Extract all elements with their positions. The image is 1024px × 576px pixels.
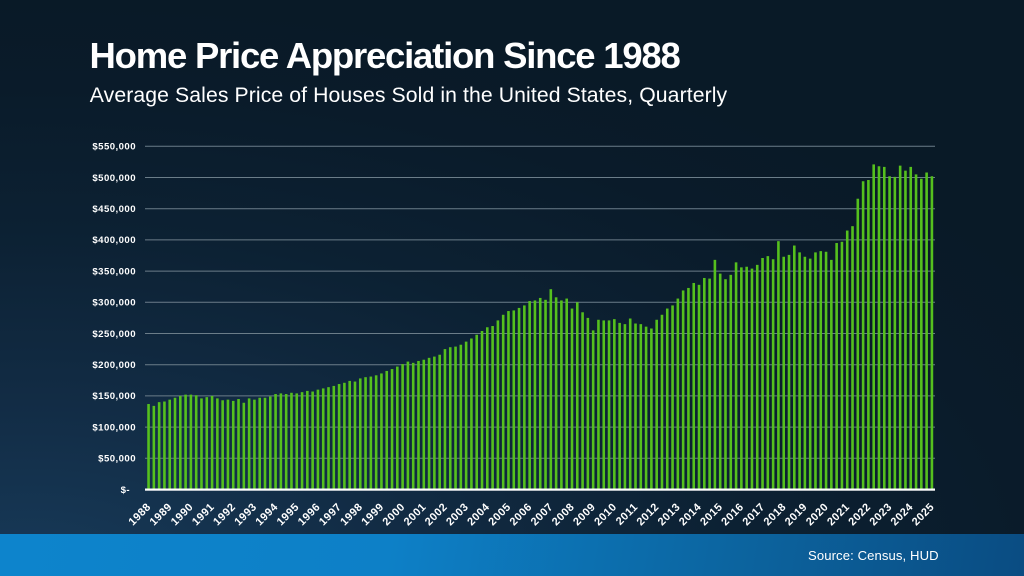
svg-text:$250,000: $250,000 (92, 329, 136, 340)
svg-text:2021: 2021 (825, 501, 852, 528)
svg-text:2004: 2004 (465, 501, 492, 528)
svg-text:2000: 2000 (381, 501, 408, 528)
svg-text:2025: 2025 (910, 501, 937, 528)
svg-text:2007: 2007 (529, 501, 556, 528)
svg-text:2003: 2003 (444, 501, 471, 528)
svg-text:1997: 1997 (317, 501, 344, 528)
svg-text:1998: 1998 (338, 501, 365, 528)
svg-text:1995: 1995 (275, 501, 302, 528)
svg-text:2010: 2010 (592, 501, 619, 528)
svg-text:$50,000: $50,000 (98, 454, 136, 465)
svg-text:1988: 1988 (127, 501, 154, 528)
svg-text:1999: 1999 (359, 501, 386, 528)
svg-text:2008: 2008 (550, 501, 577, 528)
svg-text:$300,000: $300,000 (92, 298, 136, 309)
svg-text:1996: 1996 (296, 501, 323, 528)
svg-text:$500,000: $500,000 (92, 173, 136, 184)
svg-text:2022: 2022 (846, 501, 873, 528)
svg-text:2014: 2014 (677, 501, 704, 528)
svg-text:2002: 2002 (423, 501, 450, 528)
svg-text:$200,000: $200,000 (92, 360, 136, 371)
svg-text:2012: 2012 (635, 501, 662, 528)
svg-text:$550,000: $550,000 (92, 142, 136, 153)
svg-text:2015: 2015 (698, 501, 725, 528)
svg-text:2020: 2020 (804, 501, 831, 528)
svg-text:2024: 2024 (889, 501, 916, 528)
svg-text:2018: 2018 (762, 501, 789, 528)
svg-text:$150,000: $150,000 (92, 391, 136, 402)
svg-text:2016: 2016 (719, 501, 746, 528)
svg-text:2019: 2019 (783, 501, 810, 528)
svg-text:1990: 1990 (169, 501, 196, 528)
svg-text:2006: 2006 (508, 501, 535, 528)
svg-text:$100,000: $100,000 (92, 422, 136, 433)
svg-text:2023: 2023 (868, 501, 895, 528)
svg-text:2009: 2009 (571, 501, 598, 528)
svg-text:$400,000: $400,000 (92, 235, 136, 246)
svg-text:2013: 2013 (656, 501, 683, 528)
svg-text:2001: 2001 (402, 501, 429, 528)
svg-text:1989: 1989 (148, 501, 175, 528)
svg-text:1994: 1994 (254, 501, 281, 528)
svg-text:2005: 2005 (486, 501, 513, 528)
svg-text:1993: 1993 (232, 501, 259, 528)
svg-text:$-: $- (121, 485, 130, 496)
svg-text:1992: 1992 (211, 501, 238, 528)
svg-text:2017: 2017 (740, 501, 767, 528)
svg-text:1991: 1991 (190, 501, 217, 528)
svg-text:2011: 2011 (614, 501, 641, 528)
svg-text:$350,000: $350,000 (92, 266, 136, 277)
svg-text:$450,000: $450,000 (92, 204, 136, 215)
